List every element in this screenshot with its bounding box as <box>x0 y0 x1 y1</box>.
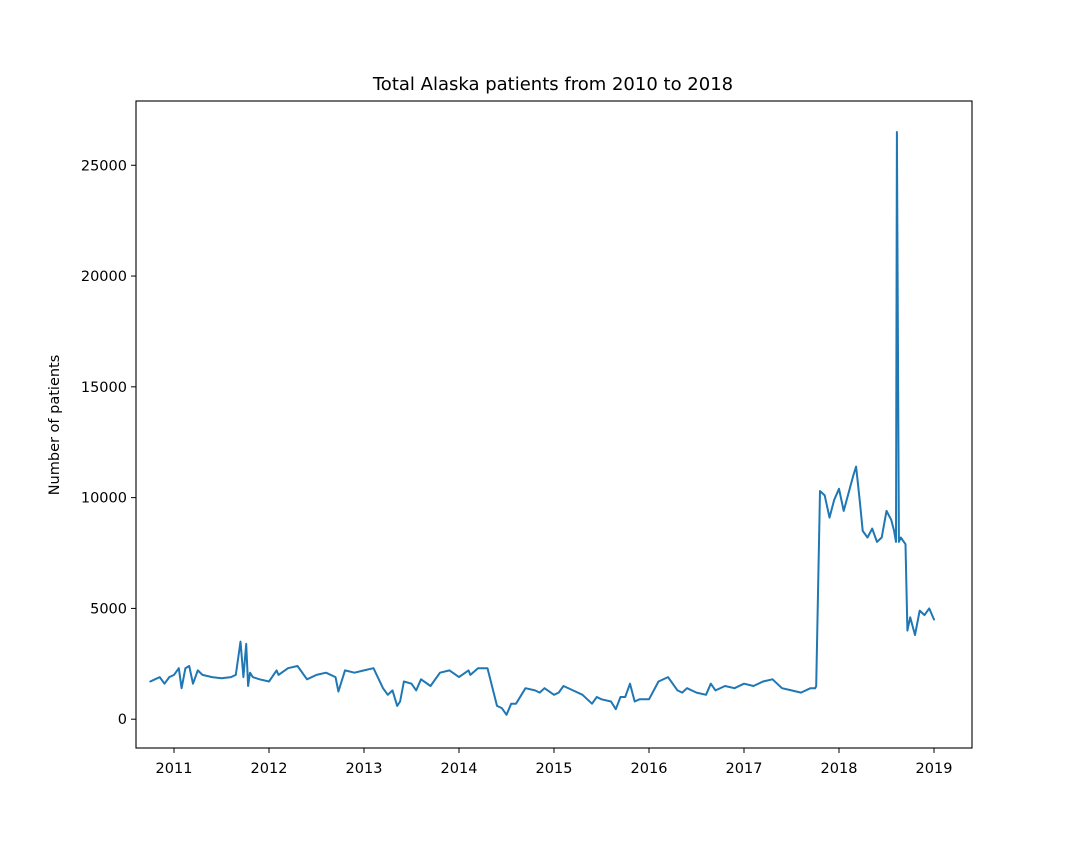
y-tick-label: 15000 <box>81 380 127 396</box>
y-tick-label: 0 <box>118 712 127 728</box>
x-tick-label: 2011 <box>156 761 193 777</box>
x-tick-label: 2015 <box>536 761 573 777</box>
axis-ticks: 2011 2012 2013 2014 2015 2016 2017 2018 2019 0 500… <box>81 158 953 777</box>
x-tick-label: 2019 <box>916 761 953 777</box>
series-layer <box>149 131 935 716</box>
plot-area-frame <box>135 100 973 749</box>
x-tick-label: 2014 <box>441 761 478 777</box>
x-tick-label: 2017 <box>726 761 763 777</box>
series-line <box>149 131 935 716</box>
y-tick-label: 25000 <box>81 158 127 174</box>
chart-title: Total Alaska patients from 2010 to 2018 <box>372 74 733 95</box>
y-tick-label: 5000 <box>90 601 127 617</box>
x-tick-label: 2016 <box>631 761 668 777</box>
x-tick-label: 2018 <box>821 761 858 777</box>
y-axis-label: Number of patients <box>47 355 63 496</box>
y-tick-label: 20000 <box>81 269 127 285</box>
x-tick-label: 2013 <box>346 761 383 777</box>
x-tick-label: 2012 <box>251 761 288 777</box>
y-tick-label: 10000 <box>81 491 127 507</box>
